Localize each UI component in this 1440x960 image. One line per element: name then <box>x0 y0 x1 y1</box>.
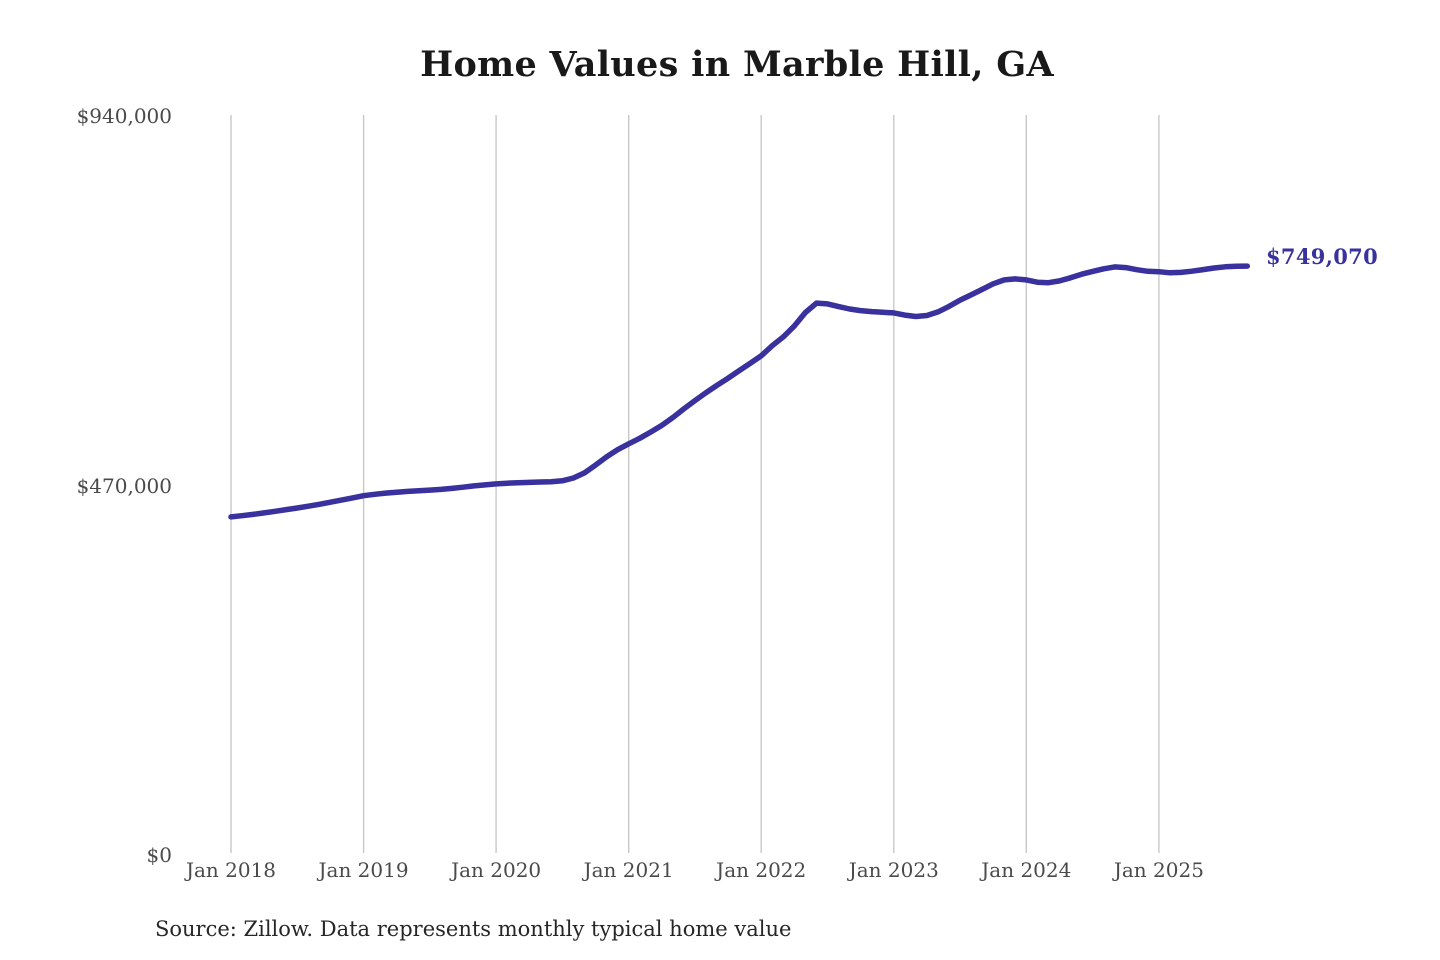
chart-title: Home Values in Marble Hill, GA <box>420 44 1054 85</box>
x-axis-tick-label: Jan 2020 <box>451 858 542 882</box>
x-axis-tick-label: Jan 2025 <box>1113 858 1204 882</box>
x-axis-tick-label: Jan 2021 <box>583 858 674 882</box>
x-axis-tick-label: Jan 2022 <box>716 858 807 882</box>
x-axis-tick-label: Jan 2024 <box>981 858 1072 882</box>
y-axis-tick-label: $0 <box>146 843 172 867</box>
value-line <box>228 263 1251 520</box>
latest-value-label: $749,070 <box>1266 244 1378 269</box>
y-axis-tick-label: $470,000 <box>76 473 172 498</box>
x-axis-tick-label: Jan 2023 <box>848 858 939 882</box>
x-axis-tick-label: Jan 2018 <box>185 858 277 882</box>
y-axis-tick-label: $940,000 <box>76 104 172 128</box>
source-note: Source: Zillow. Data represents monthly … <box>155 917 792 941</box>
x-axis-tick-label: Jan 2019 <box>318 858 409 882</box>
